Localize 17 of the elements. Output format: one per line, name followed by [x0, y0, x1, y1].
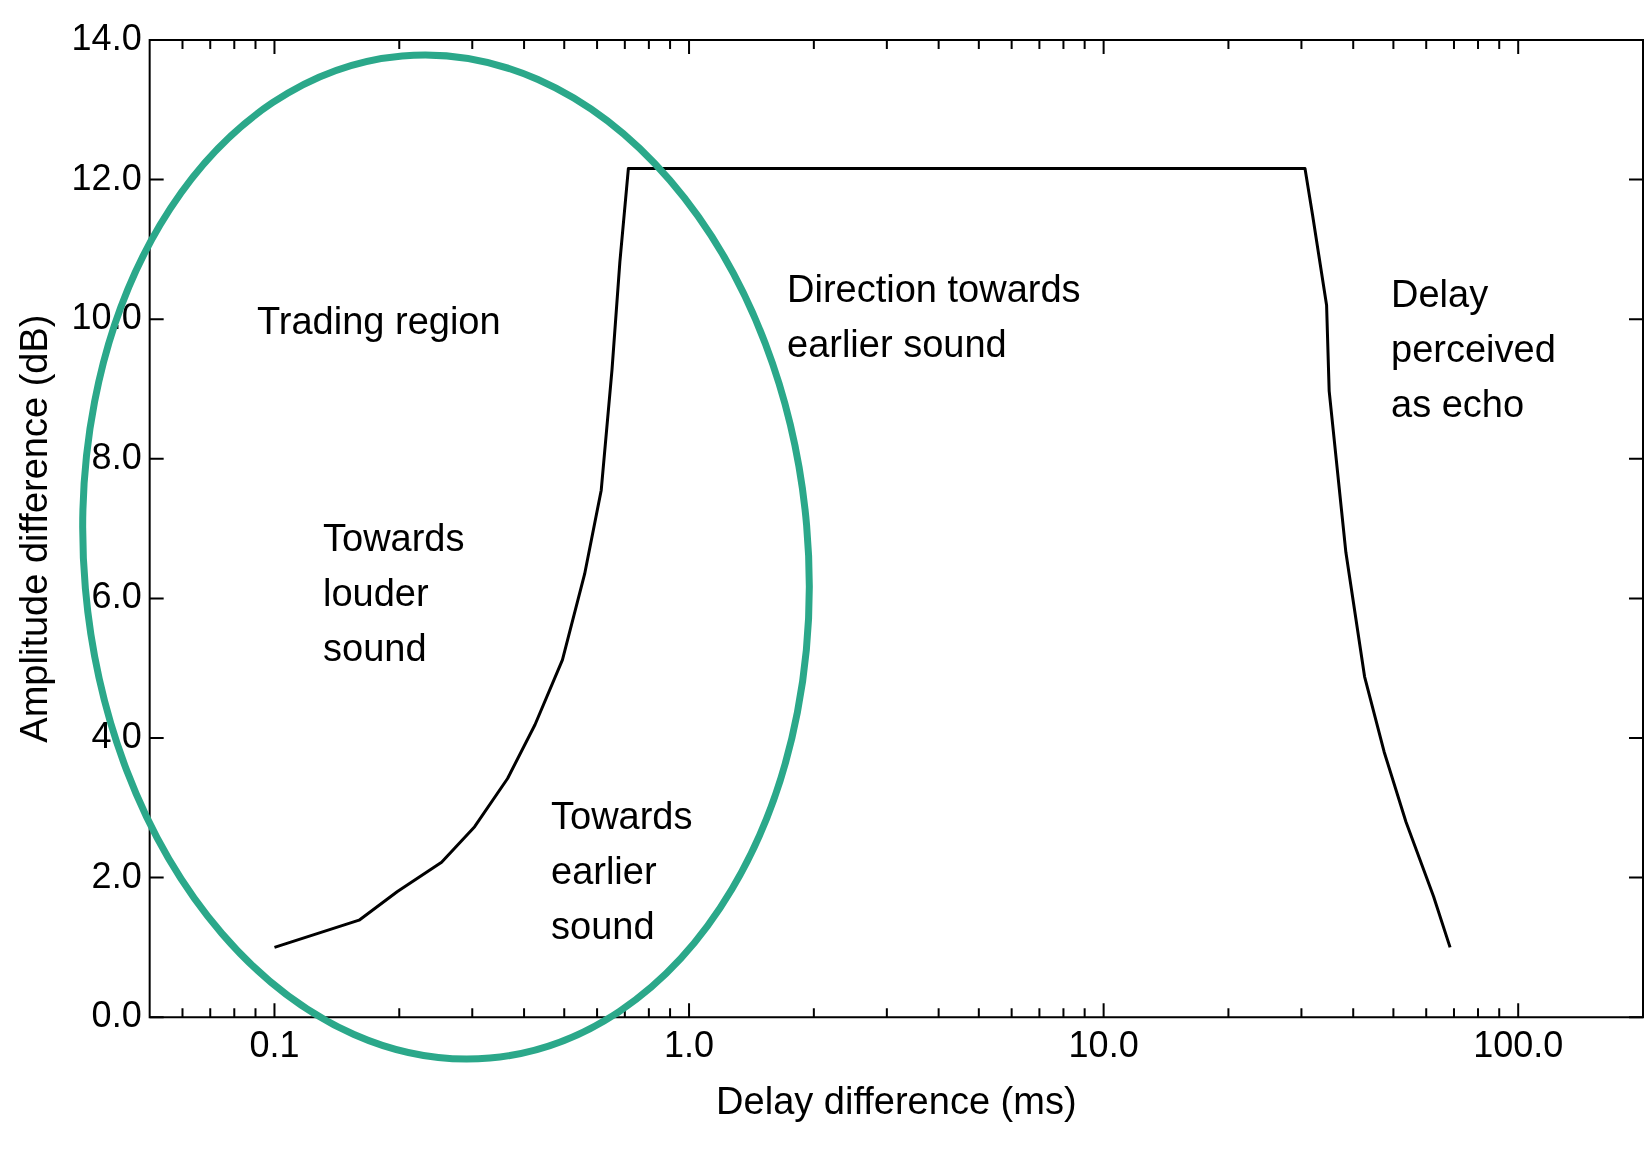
annotation: Towards louder sound — [323, 517, 465, 670]
annotation: Delay perceived as echo — [1391, 273, 1556, 426]
y-axis-title: Amplitude difference (dB) — [13, 314, 56, 743]
annotation: Towards earlier sound — [551, 795, 693, 948]
annotation: Direction towards earlier sound — [787, 268, 1081, 366]
y-tick-label: 8.0 — [91, 435, 142, 477]
x-tick-label: 1.0 — [664, 1023, 715, 1065]
x-tick-label: 100.0 — [1473, 1023, 1564, 1065]
y-tick-label: 2.0 — [91, 854, 142, 896]
x-tick-label: 10.0 — [1068, 1023, 1139, 1065]
annotation: Trading region — [257, 300, 501, 343]
y-tick-label: 14.0 — [71, 16, 142, 58]
x-tick-label: 0.1 — [249, 1023, 300, 1065]
y-tick-label: 0.0 — [91, 994, 142, 1036]
x-axis-title: Delay difference (ms) — [716, 1079, 1077, 1122]
y-tick-label: 6.0 — [91, 575, 142, 617]
y-tick-label: 12.0 — [71, 156, 142, 198]
